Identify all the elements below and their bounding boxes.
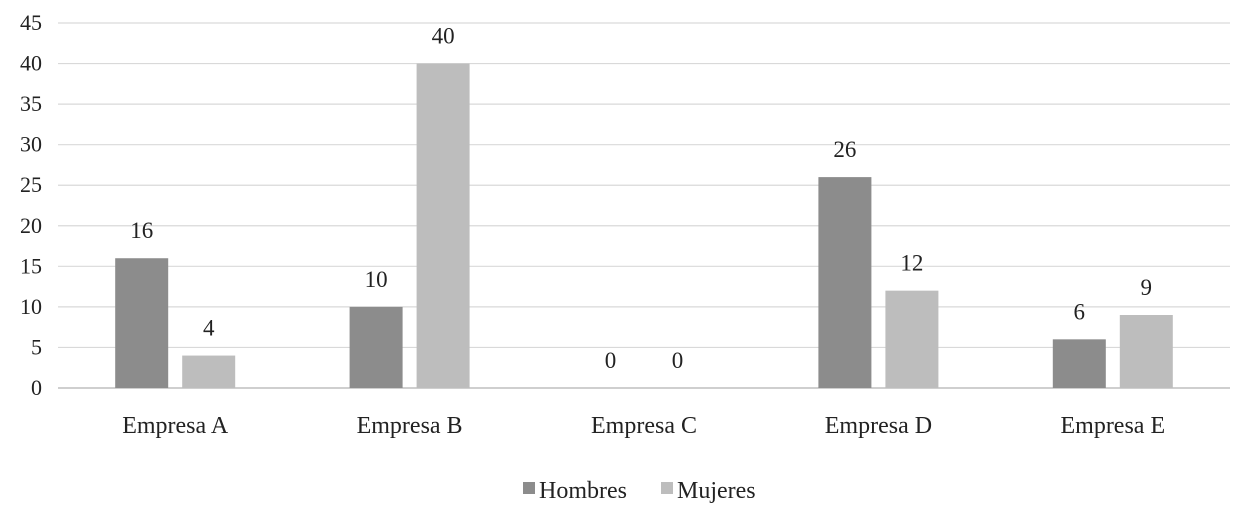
x-category-label: Empresa E xyxy=(1060,413,1165,439)
y-tick-label: 15 xyxy=(20,253,42,278)
legend-swatch-hombres xyxy=(523,482,535,494)
bar-hombres-5 xyxy=(1052,339,1106,388)
data-label-hombres-4: 26 xyxy=(833,137,856,162)
data-label-hombres-3: 0 xyxy=(605,348,617,373)
y-tick-label: 20 xyxy=(20,213,42,238)
legend: Hombres Mujeres xyxy=(523,478,756,504)
bar-mujeres-5 xyxy=(1119,315,1173,388)
x-category-label: Empresa B xyxy=(357,413,463,439)
data-label-hombres-5: 6 xyxy=(1074,299,1086,324)
bar-hombres-1 xyxy=(115,258,169,388)
bar-mujeres-4 xyxy=(885,290,939,388)
data-label-hombres-1: 16 xyxy=(130,218,153,243)
data-label-mujeres-2: 40 xyxy=(432,24,455,49)
data-label-mujeres-1: 4 xyxy=(203,316,215,341)
x-axis-categories: Empresa A Empresa B Empresa C Empresa D Empr… xyxy=(122,413,1165,439)
y-tick-label: 35 xyxy=(20,91,42,116)
y-tick-label: 25 xyxy=(20,172,42,197)
bars xyxy=(115,63,1173,389)
y-axis-ticks: 0 5 10 15 20 25 30 35 40 45 xyxy=(20,10,42,400)
bar-hombres-2 xyxy=(349,306,403,388)
bar-mujeres-1 xyxy=(182,355,236,388)
y-tick-label: 10 xyxy=(20,294,42,319)
data-label-hombres-2: 10 xyxy=(365,267,388,292)
grid-layer xyxy=(58,22,1230,389)
y-tick-label: 40 xyxy=(20,51,42,76)
data-label-mujeres-4: 12 xyxy=(900,251,923,276)
data-label-mujeres-3: 0 xyxy=(672,348,684,373)
y-tick-label: 5 xyxy=(31,334,42,359)
x-category-label: Empresa C xyxy=(591,413,697,439)
y-tick-label: 0 xyxy=(31,375,42,400)
data-labels: 16 4 10 40 0 0 26 12 6 9 xyxy=(130,24,1152,373)
y-tick-label: 45 xyxy=(20,10,42,35)
bar-hombres-4 xyxy=(818,177,872,388)
legend-swatch-mujeres xyxy=(661,482,673,494)
data-label-mujeres-5: 9 xyxy=(1141,275,1153,300)
x-category-label: Empresa A xyxy=(122,413,229,439)
legend-label-mujeres: Mujeres xyxy=(677,478,756,504)
y-tick-label: 30 xyxy=(20,132,42,157)
bar-mujeres-2 xyxy=(416,63,470,389)
legend-label-hombres: Hombres xyxy=(539,478,627,504)
x-category-label: Empresa D xyxy=(825,413,932,439)
